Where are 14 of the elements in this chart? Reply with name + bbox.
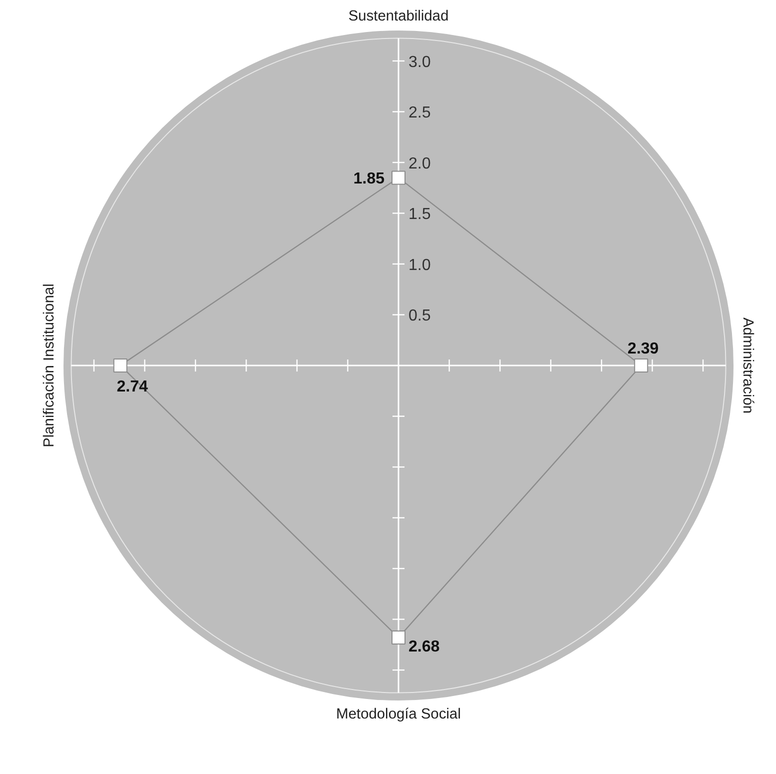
data-label: 1.85: [353, 170, 385, 188]
data-label: 2.68: [408, 638, 440, 656]
y-tick-label: 2.0: [408, 155, 431, 172]
y-tick-label: 3.0: [408, 54, 431, 71]
spoke-label: Metodología Social: [336, 706, 461, 722]
y-tick-label: 0.5: [408, 308, 431, 325]
data-label: 2.39: [628, 340, 659, 358]
spoke-label: Sustentabilidad: [348, 8, 449, 24]
y-tick-label: 1.0: [408, 256, 431, 274]
spoke-label: Planificación Institucional: [42, 284, 58, 448]
y-tick-label: 2.5: [408, 104, 431, 122]
spoke-label: Administración: [740, 317, 756, 414]
data-label: 2.74: [116, 378, 148, 396]
y-tick-label: 1.5: [408, 206, 431, 224]
